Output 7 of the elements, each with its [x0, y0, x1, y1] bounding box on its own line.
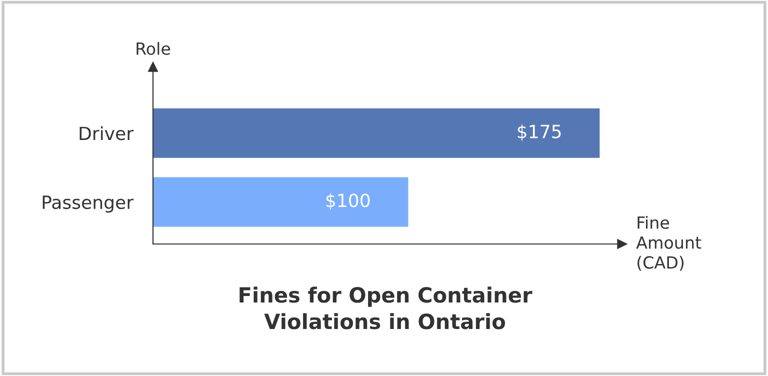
y-tick-label: Driver: [80, 126, 134, 140]
y-axis-title: Role: [136, 42, 170, 55]
y-tick-label: Passenger: [42, 196, 134, 213]
x-axis-title: Fine Amount (CAD): [636, 216, 702, 271]
text: Fines for Open Container Violations in Ontario: [240, 286, 532, 330]
data-label: $100: [326, 193, 370, 210]
data-label: $175: [518, 124, 561, 141]
